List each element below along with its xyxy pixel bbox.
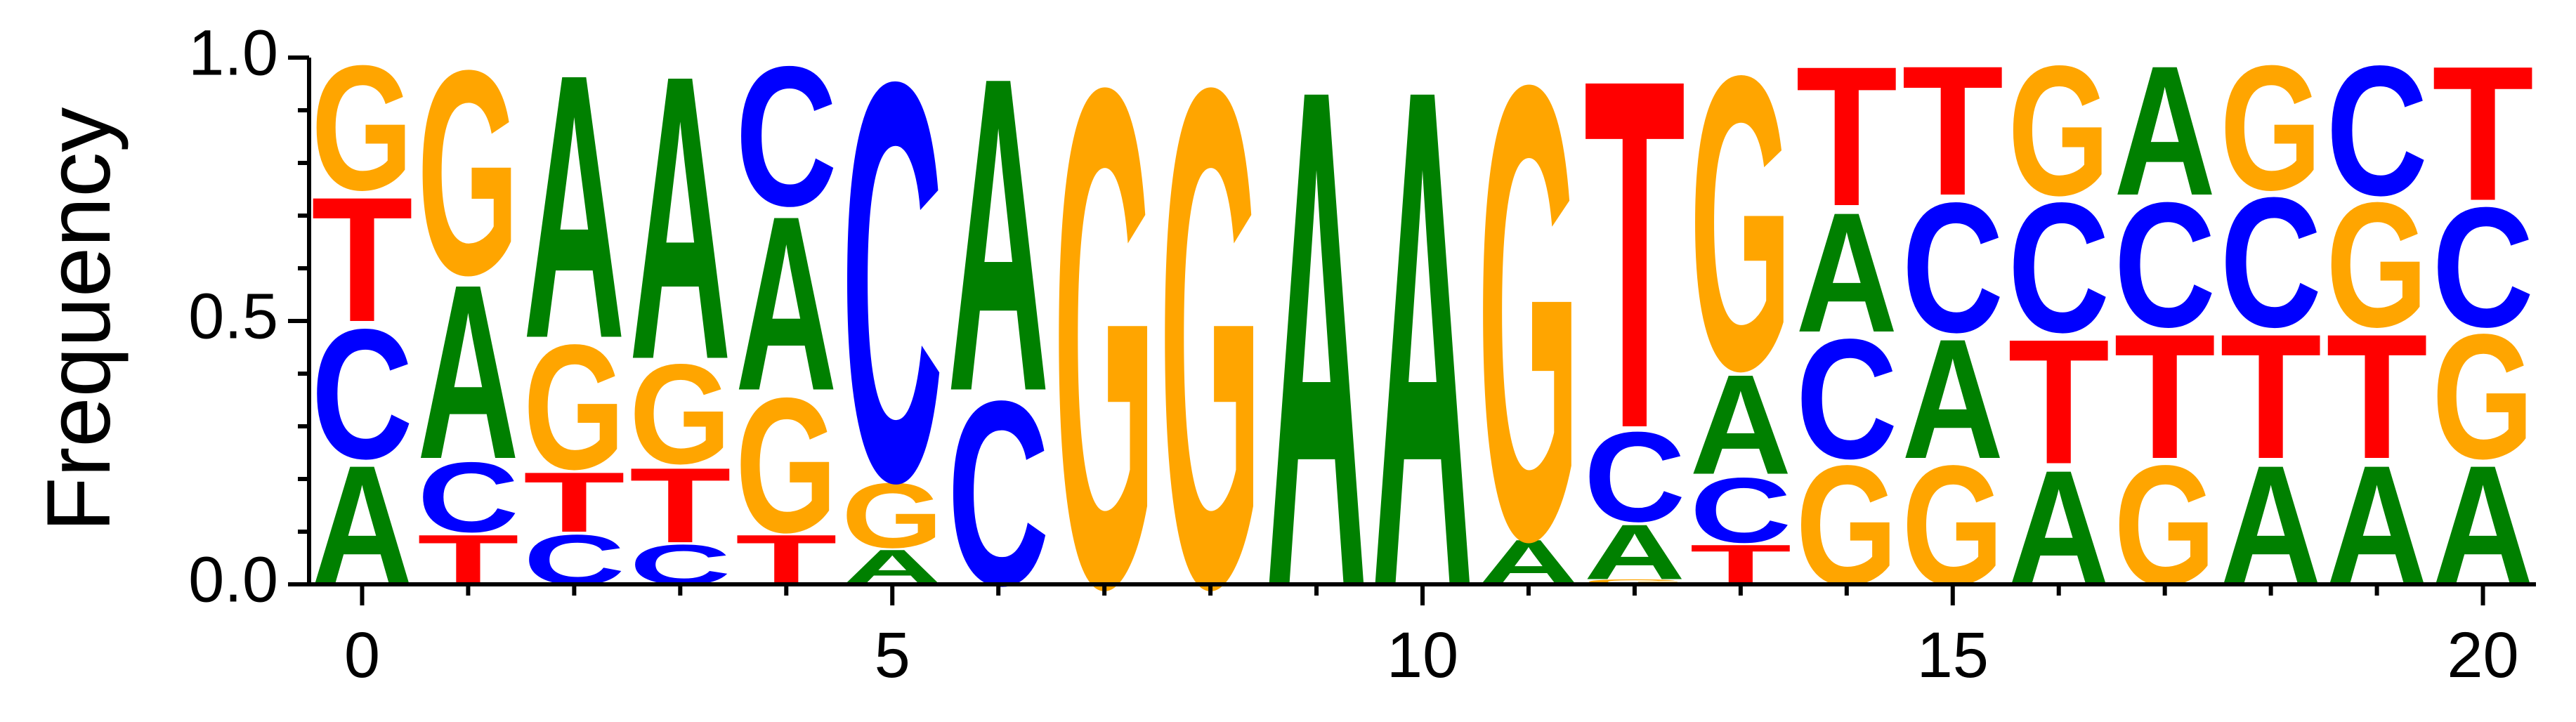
logo-letter-G: G: [842, 464, 943, 567]
logo-letter-G: G: [1689, 0, 1791, 457]
logo-letter-A: A: [1796, 178, 1897, 369]
logo-letter-C: C: [2008, 164, 2110, 371]
logo-letter-G: G: [1160, 0, 1262, 722]
logo-letter-A: A: [1902, 304, 2003, 495]
logo-letter-C: C: [1902, 164, 2003, 371]
x-tick-label: 20: [2447, 619, 2518, 691]
logo-letter-T: T: [1796, 25, 1897, 248]
logo-letter-T: T: [2326, 298, 2428, 497]
y-axis-title: Frequency: [29, 107, 129, 532]
logo-letter-C: C: [311, 290, 413, 497]
logo-letter-A: A: [629, 0, 731, 444]
logo-letter-T: T: [1583, 0, 1685, 533]
logo-letter-T: T: [2220, 298, 2322, 497]
logo-letter-G: G: [1477, 0, 1579, 674]
logo-letter-A: A: [523, 0, 625, 416]
logo-letter-G: G: [2432, 298, 2534, 497]
logo-letter-G: G: [1054, 0, 1156, 722]
y-tick-label: 0.0: [188, 544, 278, 615]
logo-letter-T: T: [2432, 27, 2534, 242]
x-tick-label: 5: [875, 619, 910, 691]
logo-letter-T: T: [629, 446, 731, 565]
logo-letter-C: C: [417, 442, 519, 553]
logo-letter-A: A: [1266, 0, 1368, 722]
logo-letter-C: C: [2220, 159, 2322, 366]
logo-letter-A: A: [2114, 27, 2216, 234]
x-tick-label: 0: [344, 619, 380, 691]
logo-letter-G: G: [735, 357, 837, 572]
logo-letter-C: C: [1583, 405, 1685, 549]
logo-letter-T: T: [2008, 303, 2110, 501]
logo-letter-A: A: [735, 164, 837, 442]
logo-letter-C: C: [842, 0, 943, 600]
logo-letter-C: C: [1796, 304, 1897, 495]
logo-letter-G: G: [629, 335, 731, 494]
y-ticks: 0.0 0.5 1.0: [188, 17, 309, 615]
logo-letter-A: A: [417, 233, 519, 511]
logo-letter-A: A: [1583, 508, 1685, 596]
logo-letter-T: T: [311, 161, 413, 360]
x-ticks: 0 5 10 15 20: [344, 584, 2519, 691]
logo-letter-A: A: [948, 0, 1050, 485]
logo-letter-G: G: [417, 11, 519, 336]
y-tick-label: 0.5: [188, 280, 278, 352]
logo-letter-G: G: [2220, 29, 2322, 228]
logo-letter-G: G: [523, 308, 625, 507]
logo-letter-T: T: [1902, 27, 2003, 234]
logo-letter-G: G: [2326, 166, 2428, 365]
logo-letter-C: C: [2114, 166, 2216, 365]
logo-letter-G: G: [1583, 578, 1685, 586]
x-tick-label: 10: [1387, 619, 1458, 691]
logo-letter-A: A: [1372, 0, 1474, 722]
logo-letter-G: G: [311, 29, 413, 228]
logo-letter-C: C: [2326, 27, 2428, 234]
x-tick-label: 15: [1917, 619, 1989, 691]
y-tick-label: 1.0: [188, 17, 278, 88]
logo-letter-A: A: [1689, 345, 1791, 504]
logo-letter-G: G: [2008, 27, 2110, 234]
logo-letter-T: T: [2114, 298, 2216, 497]
logo-letter-C: C: [1689, 458, 1791, 561]
logo-letter-C: C: [735, 26, 837, 248]
logo-letter-T: T: [523, 454, 625, 550]
logo-letter-C: C: [2432, 172, 2534, 363]
